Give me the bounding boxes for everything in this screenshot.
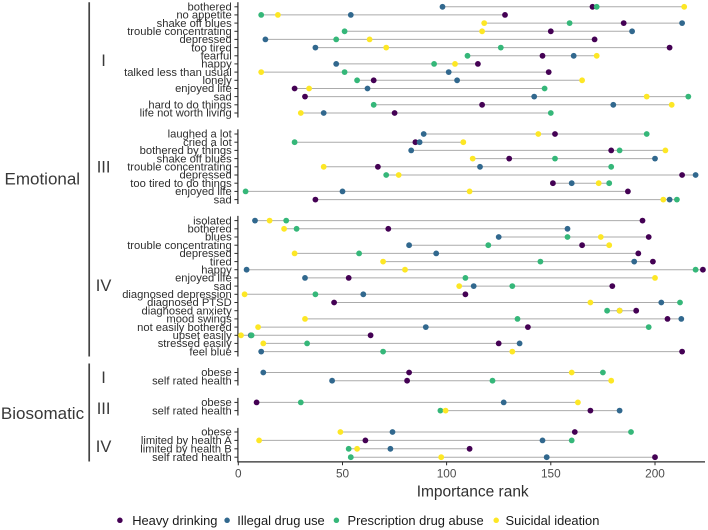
svg-text:Emotional: Emotional [4, 170, 80, 189]
svg-text:hard to do things: hard to do things [148, 100, 232, 112]
svg-text:self rated health: self rated health [152, 452, 232, 464]
svg-text:III: III [97, 400, 111, 418]
svg-text:shake off blues: shake off blues [157, 153, 232, 165]
svg-text:I: I [101, 369, 106, 387]
svg-text:upset easily: upset easily [173, 330, 232, 342]
svg-text:trouble concentrating: trouble concentrating [127, 162, 231, 174]
svg-text:50: 50 [336, 467, 350, 481]
svg-text:Suicidal ideation: Suicidal ideation [506, 513, 600, 528]
svg-text:diagnosed depression: diagnosed depression [122, 289, 231, 301]
svg-text:IV: IV [96, 277, 112, 295]
svg-text:trouble concentrating: trouble concentrating [127, 240, 231, 252]
svg-text:stressed easily: stressed easily [158, 338, 232, 350]
svg-text:obese: obese [201, 367, 231, 379]
svg-text:bothered: bothered [188, 2, 232, 14]
svg-text:150: 150 [541, 467, 561, 481]
svg-text:sad: sad [214, 91, 232, 103]
svg-text:obese: obese [201, 427, 231, 439]
svg-text:feel blue: feel blue [189, 346, 231, 358]
svg-text:shake off blues: shake off blues [157, 18, 232, 30]
svg-text:Biosomatic: Biosomatic [1, 404, 85, 423]
svg-text:mood swings: mood swings [166, 314, 232, 326]
svg-text:200: 200 [645, 467, 665, 481]
svg-text:happy: happy [201, 59, 232, 71]
svg-text:talked less than usual: talked less than usual [124, 67, 232, 79]
svg-text:depressed: depressed [179, 170, 231, 182]
svg-text:lonely: lonely [202, 75, 232, 87]
svg-text:obese: obese [201, 397, 231, 409]
svg-text:Heavy drinking: Heavy drinking [132, 513, 217, 528]
svg-text:too tired to do things: too tired to do things [130, 178, 232, 190]
svg-text:100: 100 [437, 467, 457, 481]
svg-text:III: III [97, 159, 111, 177]
svg-text:Illegal drug use: Illegal drug use [237, 513, 324, 528]
svg-text:depressed: depressed [179, 248, 231, 260]
svg-text:not easily bothered: not easily bothered [137, 322, 232, 334]
svg-text:life not worth living: life not worth living [140, 108, 232, 120]
svg-text:laughed a lot: laughed a lot [168, 129, 233, 141]
svg-text:blues: blues [205, 232, 232, 244]
svg-text:Importance rank: Importance rank [417, 484, 529, 501]
svg-text:diagnosed anxiety: diagnosed anxiety [141, 305, 232, 317]
svg-text:IV: IV [96, 438, 112, 456]
svg-text:enjoyed life: enjoyed life [175, 273, 232, 285]
svg-text:self rated health: self rated health [152, 375, 232, 387]
svg-text:too tired: too tired [191, 42, 231, 54]
svg-text:happy: happy [201, 264, 232, 276]
svg-text:depressed: depressed [179, 34, 231, 46]
svg-text:diagnosed PTSD: diagnosed PTSD [147, 297, 232, 309]
svg-text:trouble concentrating: trouble concentrating [127, 26, 231, 38]
svg-text:enjoyed life: enjoyed life [175, 83, 232, 95]
svg-text:tired: tired [210, 256, 232, 268]
svg-text:sad: sad [214, 194, 232, 206]
svg-text:bothered: bothered [188, 224, 232, 236]
svg-text:cried a lot: cried a lot [183, 137, 232, 149]
svg-text:limited by health A: limited by health A [141, 435, 232, 447]
svg-text:no appetite: no appetite [176, 10, 231, 22]
svg-text:limited by health B: limited by health B [140, 444, 231, 456]
svg-text:sad: sad [214, 281, 232, 293]
svg-text:isolated: isolated [193, 215, 232, 227]
svg-text:fearful: fearful [201, 51, 232, 63]
svg-text:self rated health: self rated health [152, 405, 232, 417]
svg-text:enjoyed life: enjoyed life [175, 186, 232, 198]
svg-text:Prescription drug abuse: Prescription drug abuse [348, 513, 484, 528]
svg-text:bothered by things: bothered by things [140, 145, 232, 157]
svg-text:0: 0 [235, 467, 242, 481]
svg-text:I: I [101, 52, 106, 70]
